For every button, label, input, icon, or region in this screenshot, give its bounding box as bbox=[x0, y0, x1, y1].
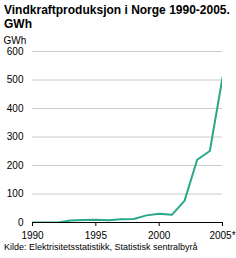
svg-text:500: 500 bbox=[7, 74, 24, 85]
svg-text:2000: 2000 bbox=[148, 230, 171, 241]
svg-text:2005*: 2005* bbox=[209, 230, 235, 241]
svg-text:600: 600 bbox=[7, 46, 24, 57]
svg-text:200: 200 bbox=[7, 160, 24, 171]
svg-text:1995: 1995 bbox=[85, 230, 108, 241]
svg-text:GWh: GWh bbox=[4, 35, 27, 46]
svg-text:1990: 1990 bbox=[21, 230, 44, 241]
html-text:Kilde: Elektrisitetsstatistikk: Kilde: Elektrisitetsstatistikk, Statisti… bbox=[4, 242, 198, 252]
svg-text:300: 300 bbox=[7, 131, 24, 142]
svg-text:100: 100 bbox=[7, 188, 24, 199]
svg-text:0: 0 bbox=[18, 217, 24, 228]
html-text:Vindkraftproduksjon i Norge 19: Vindkraftproduksjon i Norge 1990-2005. G… bbox=[4, 3, 230, 31]
svg-text:400: 400 bbox=[7, 103, 24, 114]
